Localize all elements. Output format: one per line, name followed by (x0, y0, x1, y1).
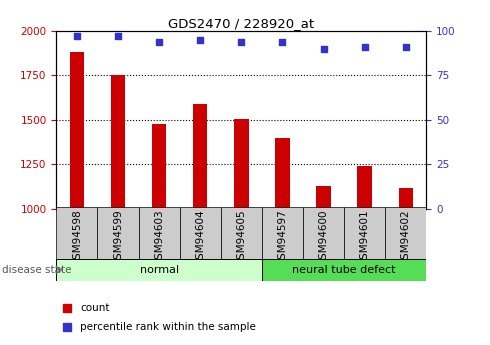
FancyBboxPatch shape (56, 207, 98, 260)
Text: disease state: disease state (2, 265, 72, 275)
Text: percentile rank within the sample: percentile rank within the sample (80, 322, 256, 332)
Point (319, 46, 327, 51)
FancyBboxPatch shape (303, 207, 344, 260)
Text: GSM94605: GSM94605 (236, 210, 246, 266)
Point (73, 33, 81, 39)
Title: GDS2470 / 228920_at: GDS2470 / 228920_at (168, 17, 315, 30)
Point (238, 39, 245, 45)
Point (278, 39, 286, 45)
Text: count: count (80, 303, 110, 313)
FancyBboxPatch shape (385, 207, 426, 260)
Text: GSM94601: GSM94601 (360, 210, 369, 266)
Point (402, 44, 410, 50)
FancyBboxPatch shape (180, 207, 221, 260)
Text: GSM94599: GSM94599 (113, 210, 123, 266)
Bar (357, 166, 372, 209)
Bar (193, 104, 207, 209)
Point (361, 44, 368, 50)
FancyBboxPatch shape (221, 207, 262, 260)
FancyBboxPatch shape (344, 207, 385, 260)
Text: normal: normal (140, 265, 179, 275)
Bar (398, 188, 413, 209)
Bar (275, 138, 290, 209)
FancyBboxPatch shape (262, 207, 303, 260)
Point (155, 39, 163, 45)
FancyBboxPatch shape (98, 207, 139, 260)
Text: GSM94602: GSM94602 (401, 210, 411, 266)
Point (196, 37, 204, 43)
Bar (70, 52, 84, 209)
Text: GSM94597: GSM94597 (277, 210, 288, 266)
FancyBboxPatch shape (262, 259, 426, 281)
Bar (234, 119, 248, 209)
Text: GSM94604: GSM94604 (195, 210, 205, 266)
FancyBboxPatch shape (56, 259, 262, 281)
Text: neural tube defect: neural tube defect (293, 265, 396, 275)
Bar (152, 124, 166, 209)
Point (114, 33, 122, 39)
Text: GSM94600: GSM94600 (318, 210, 328, 266)
Bar (111, 76, 125, 209)
Text: GSM94598: GSM94598 (72, 210, 82, 266)
Bar (317, 186, 331, 209)
Text: GSM94603: GSM94603 (154, 210, 164, 266)
FancyBboxPatch shape (139, 207, 180, 260)
